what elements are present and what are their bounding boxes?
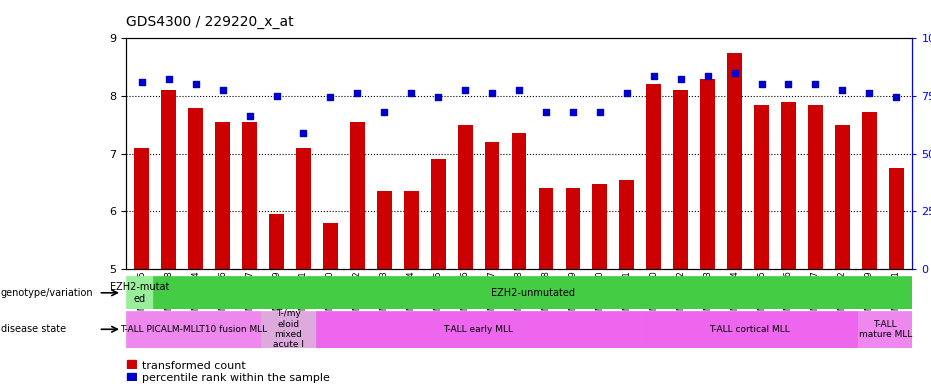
Point	[565, 109, 580, 115]
Text: T-ALL early MLL: T-ALL early MLL	[443, 325, 513, 334]
Point	[485, 90, 500, 96]
Text: T-/my
eloid
mixed
acute l: T-/my eloid mixed acute l	[273, 309, 304, 349]
Bar	[538, 188, 553, 269]
Point	[538, 109, 553, 115]
Bar	[431, 159, 446, 269]
Text: percentile rank within the sample: percentile rank within the sample	[142, 373, 330, 383]
Bar	[641, 311, 858, 348]
Bar	[262, 311, 316, 348]
Bar	[188, 108, 203, 269]
Point	[673, 76, 688, 82]
Text: EZH2-mutat
ed: EZH2-mutat ed	[110, 282, 169, 304]
Bar	[126, 276, 153, 309]
Text: transformed count: transformed count	[142, 361, 245, 371]
Bar	[269, 214, 284, 269]
Text: T-ALL
mature MLL: T-ALL mature MLL	[858, 319, 912, 339]
Point	[592, 109, 607, 115]
Bar	[404, 191, 419, 269]
Bar	[889, 168, 904, 269]
Text: genotype/variation: genotype/variation	[1, 288, 93, 298]
Bar	[296, 148, 311, 269]
Bar	[134, 148, 149, 269]
Bar	[808, 105, 823, 269]
Bar	[316, 311, 641, 348]
Bar	[673, 90, 688, 269]
Point	[269, 93, 284, 99]
Bar	[377, 191, 392, 269]
Point	[161, 76, 176, 82]
Point	[646, 73, 661, 79]
Bar	[512, 134, 526, 269]
Bar	[781, 102, 796, 269]
Bar	[458, 125, 473, 269]
Text: disease state: disease state	[1, 324, 66, 334]
Bar	[215, 122, 230, 269]
Bar	[862, 112, 877, 269]
Point	[862, 90, 877, 96]
Point	[134, 79, 149, 85]
Bar	[350, 122, 365, 269]
Point	[754, 81, 769, 88]
Bar	[700, 79, 715, 269]
Point	[377, 109, 392, 115]
Bar	[592, 184, 607, 269]
Point	[512, 87, 527, 93]
Bar	[619, 180, 634, 269]
Text: EZH2-unmutated: EZH2-unmutated	[491, 288, 574, 298]
Text: T-ALL PICALM-MLLT10 fusion MLL: T-ALL PICALM-MLLT10 fusion MLL	[120, 325, 267, 334]
Bar	[754, 105, 769, 269]
Point	[808, 81, 823, 88]
Point	[296, 131, 311, 137]
Text: T-ALL cortical MLL: T-ALL cortical MLL	[709, 325, 790, 334]
Bar	[161, 90, 176, 269]
Point	[458, 87, 473, 93]
Bar	[242, 122, 257, 269]
Bar	[127, 372, 136, 380]
Bar	[127, 360, 136, 368]
Bar	[323, 223, 338, 269]
Bar	[646, 84, 661, 269]
Bar	[565, 188, 580, 269]
Point	[727, 70, 742, 76]
Bar	[835, 125, 850, 269]
Point	[889, 94, 904, 100]
Bar	[727, 53, 742, 269]
Bar	[858, 311, 912, 348]
Point	[350, 90, 365, 96]
Point	[619, 90, 634, 96]
Point	[404, 90, 419, 96]
Text: GDS4300 / 229220_x_at: GDS4300 / 229220_x_at	[126, 15, 293, 29]
Point	[431, 94, 446, 100]
Point	[835, 87, 850, 93]
Point	[188, 81, 203, 88]
Point	[215, 87, 230, 93]
Point	[700, 73, 715, 79]
Bar	[485, 142, 500, 269]
Point	[781, 81, 796, 88]
Point	[242, 113, 257, 119]
Bar	[126, 311, 262, 348]
Point	[323, 94, 338, 100]
